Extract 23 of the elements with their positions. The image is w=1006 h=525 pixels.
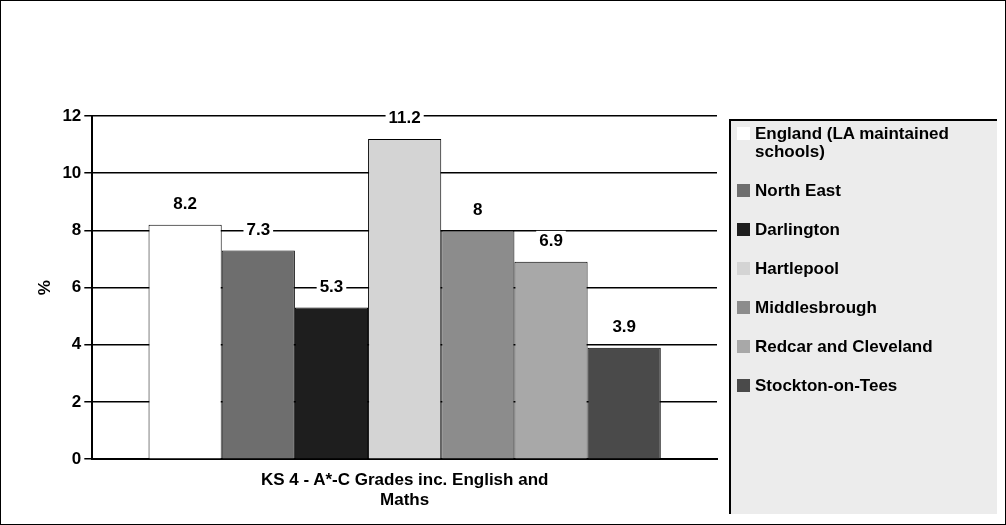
legend-label: Hartlepool — [755, 259, 840, 278]
data-label: 3.9 — [612, 316, 637, 336]
data-label: 8.2 — [173, 193, 197, 213]
data-label: 11.2 — [388, 108, 421, 128]
legend-label: Redcar and Cleveland — [755, 337, 933, 356]
legend-label: Middlesbrough — [755, 298, 877, 317]
x-tick-label: KS 4 - A*-C Grades inc. English and Maths — [260, 470, 549, 510]
legend-label: Darlington — [755, 220, 840, 239]
data-label: 8 — [473, 199, 483, 219]
data-label: 5.3 — [319, 276, 344, 296]
data-label: 7.3 — [246, 219, 271, 239]
y-axis-title: % — [34, 280, 54, 296]
y-tick-label: 8 — [71, 220, 82, 240]
y-tick-label: 10 — [62, 162, 82, 182]
y-tick-label: 12 — [62, 105, 82, 125]
y-tick-label: 4 — [71, 334, 82, 354]
legend-label: North East — [755, 181, 841, 200]
legend-label: England (LA maintained schools) — [755, 124, 950, 161]
y-tick-label: 0 — [71, 448, 82, 468]
legend-label: Stockton-on-Tees — [755, 376, 898, 395]
data-label: 6.9 — [539, 231, 563, 251]
y-tick-label: 6 — [71, 277, 82, 297]
y-tick-label: 2 — [71, 391, 82, 411]
